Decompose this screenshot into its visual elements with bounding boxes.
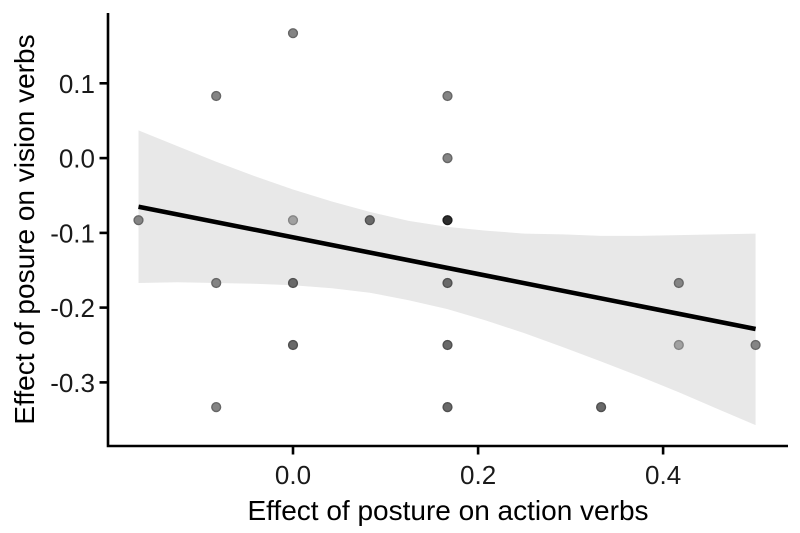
regression-line [138,204,757,332]
confidence-band [138,130,756,426]
x-tick-label: 0.4 [645,460,681,490]
data-point [673,277,684,289]
data-point [442,215,453,226]
y-tick-label: -0.3 [50,368,95,398]
data-point [673,339,684,351]
data-point [442,339,453,351]
data-point [211,402,222,413]
y-tick-label: 0.0 [59,144,95,174]
data-point [211,90,222,102]
data-point [442,90,453,102]
axes-layer [106,13,788,448]
x-tick-label: 0.2 [460,460,496,490]
data-point [287,339,299,351]
data-point [442,402,453,413]
y-tick-label: -0.1 [50,218,95,248]
regression-line-layer [138,204,757,332]
data-point [442,153,453,164]
data-points-layer [133,28,761,413]
data-point [595,402,607,413]
y-tick-label: -0.2 [50,293,95,323]
data-point [287,215,299,226]
data-point [287,28,299,39]
confidence-band-layer [138,130,756,426]
data-point [442,277,453,289]
data-point [287,277,299,289]
data-point [211,277,222,289]
x-axis-title: Effect of posture on action verbs [247,495,648,526]
data-point [133,215,144,226]
x-tick-label: 0.0 [275,460,311,490]
data-point [750,339,761,351]
data-point [364,215,375,226]
y-axis-title: Effect of posure on vision verbs [9,34,40,424]
axis-lines [106,13,788,448]
y-axis-ticks: 0.1 0.0 -0.1 -0.2 -0.3 [50,69,107,398]
y-tick-label: 0.1 [59,69,95,99]
x-axis-ticks: 0.0 0.2 0.4 [275,447,681,490]
